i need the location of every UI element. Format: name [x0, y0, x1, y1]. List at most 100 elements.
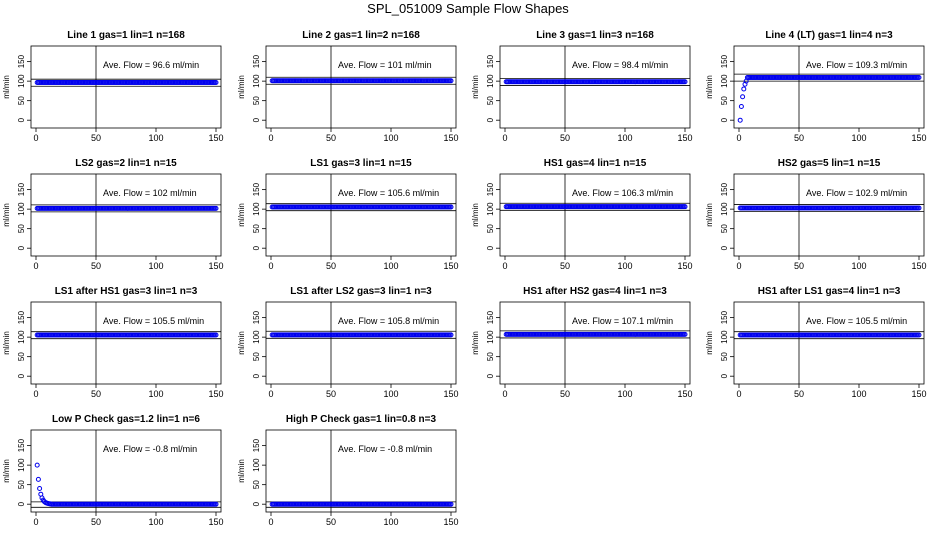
plot-frame: [499, 45, 691, 129]
chart-panel: HS1 after HS2 gas=4 lin=1 n=3 0 50 100 150 0 5…: [471, 286, 693, 399]
x-tick-label: 0: [736, 389, 741, 399]
y-tick-label: 50: [486, 224, 495, 233]
chart-panel: LS1 after LS2 gas=3 lin=1 n=3 0 50 100 150 0 5…: [237, 286, 459, 399]
data-point: [448, 204, 454, 210]
y-tick-label: 0: [720, 373, 729, 378]
y-tick-label: 100: [486, 330, 495, 344]
y-axis-label: ml/min: [471, 75, 480, 99]
x-tick-label: 100: [383, 133, 398, 143]
y-tick-label: 150: [720, 54, 729, 68]
y-tick-label: 100: [17, 458, 26, 472]
average-flow-annotation: Ave. Flow = 96.6 ml/min: [103, 60, 199, 70]
panel-title: HS1 after HS2 gas=4 lin=1 n=3: [523, 286, 667, 297]
y-tick-label: 0: [252, 117, 261, 122]
x-tick-label: 150: [911, 389, 926, 399]
chart-panel: HS1 gas=4 lin=1 n=15 0 50 100 150 0 50 100 150 ml…: [471, 158, 693, 271]
x-tick-label: 100: [851, 261, 866, 271]
x-tick-label: 100: [851, 389, 866, 399]
y-tick-label: 150: [720, 182, 729, 196]
x-tick-label: 50: [794, 261, 804, 271]
y-tick-label: 100: [720, 74, 729, 88]
y-axis-label: ml/min: [2, 203, 11, 227]
x-tick-label: 100: [383, 517, 398, 527]
data-series: [34, 79, 219, 85]
y-tick-label: 0: [17, 501, 26, 506]
data-point: [37, 485, 43, 491]
x-tick-label: 150: [443, 261, 458, 271]
data-series: [34, 332, 219, 338]
y-tick-label: 0: [720, 117, 729, 122]
y-tick-label: 100: [17, 330, 26, 344]
x-tick-label: 50: [326, 389, 336, 399]
data-point: [916, 205, 922, 211]
average-flow-annotation: Ave. Flow = 106.3 ml/min: [572, 188, 673, 198]
average-flow-annotation: Ave. Flow = 102 ml/min: [103, 188, 197, 198]
data-series: [269, 332, 454, 338]
chart-panel: HS1 after LS1 gas=4 lin=1 n=3 0 50 100 150 0 5…: [705, 286, 927, 399]
x-tick-label: 100: [148, 389, 163, 399]
data-series: [269, 501, 454, 507]
panel-title: Line 4 (LT) gas=1 lin=4 n=3: [765, 30, 893, 41]
y-axis-label: ml/min: [471, 331, 480, 355]
panel-title: HS2 gas=5 lin=1 n=15: [778, 158, 881, 169]
x-tick-label: 150: [443, 389, 458, 399]
x-tick-label: 50: [560, 261, 570, 271]
panel-title: Line 2 gas=1 lin=2 n=168: [302, 30, 420, 41]
average-flow-annotation: Ave. Flow = 98.4 ml/min: [572, 60, 668, 70]
x-tick-label: 100: [851, 133, 866, 143]
plot-frame: [265, 429, 457, 513]
data-point: [213, 79, 219, 85]
y-tick-label: 50: [17, 96, 26, 105]
y-tick-label: 150: [17, 182, 26, 196]
y-axis-label: ml/min: [2, 459, 11, 483]
x-tick-label: 100: [148, 261, 163, 271]
average-flow-annotation: Ave. Flow = 105.6 ml/min: [338, 188, 439, 198]
data-point: [740, 94, 746, 100]
average-flow-annotation: Ave. Flow = -0.8 ml/min: [338, 444, 432, 454]
y-tick-label: 50: [486, 96, 495, 105]
x-tick-label: 0: [502, 261, 507, 271]
x-tick-label: 150: [911, 133, 926, 143]
x-tick-label: 100: [148, 517, 163, 527]
x-tick-label: 50: [91, 133, 101, 143]
y-axis-label: ml/min: [237, 459, 246, 483]
y-tick-label: 50: [17, 480, 26, 489]
x-tick-label: 150: [208, 261, 223, 271]
y-tick-label: 50: [17, 224, 26, 233]
chart-panel: HS2 gas=5 lin=1 n=15 0 50 100 150 0 50 100 150 ml…: [705, 158, 927, 271]
average-flow-annotation: Ave. Flow = 109.3 ml/min: [806, 60, 907, 70]
data-point: [682, 79, 688, 85]
x-tick-label: 100: [148, 133, 163, 143]
data-series: [269, 204, 454, 210]
chart-panel: Line 1 gas=1 lin=1 n=168 0 50 100 150 0 50 100 1…: [2, 30, 224, 143]
y-tick-label: 100: [252, 330, 261, 344]
y-axis-label: ml/min: [237, 331, 246, 355]
y-tick-label: 0: [252, 501, 261, 506]
y-tick-label: 100: [486, 74, 495, 88]
average-flow-annotation: Ave. Flow = 105.5 ml/min: [103, 316, 204, 326]
panel-title: LS1 after HS1 gas=3 lin=1 n=3: [55, 286, 198, 297]
plot-frame: [265, 301, 457, 385]
panel-title: Line 3 gas=1 lin=3 n=168: [536, 30, 654, 41]
x-tick-label: 0: [268, 517, 273, 527]
x-tick-label: 100: [383, 261, 398, 271]
y-axis-label: ml/min: [705, 75, 714, 99]
x-tick-label: 0: [268, 389, 273, 399]
y-tick-label: 100: [252, 458, 261, 472]
panel-title: Line 1 gas=1 lin=1 n=168: [67, 30, 185, 41]
data-point: [682, 204, 688, 210]
x-tick-label: 50: [794, 133, 804, 143]
x-tick-label: 0: [268, 133, 273, 143]
y-tick-label: 50: [252, 224, 261, 233]
chart-panel: LS1 gas=3 lin=1 n=15 0 50 100 150 0 50 100 150 ml…: [237, 158, 459, 271]
data-point: [916, 75, 922, 81]
data-point: [213, 501, 219, 507]
x-tick-label: 0: [33, 389, 38, 399]
y-tick-label: 150: [720, 310, 729, 324]
data-series: [34, 462, 219, 507]
data-point: [738, 104, 744, 110]
y-tick-label: 0: [486, 373, 495, 378]
y-tick-label: 0: [720, 245, 729, 250]
y-tick-label: 50: [720, 96, 729, 105]
average-flow-annotation: Ave. Flow = -0.8 ml/min: [103, 444, 197, 454]
